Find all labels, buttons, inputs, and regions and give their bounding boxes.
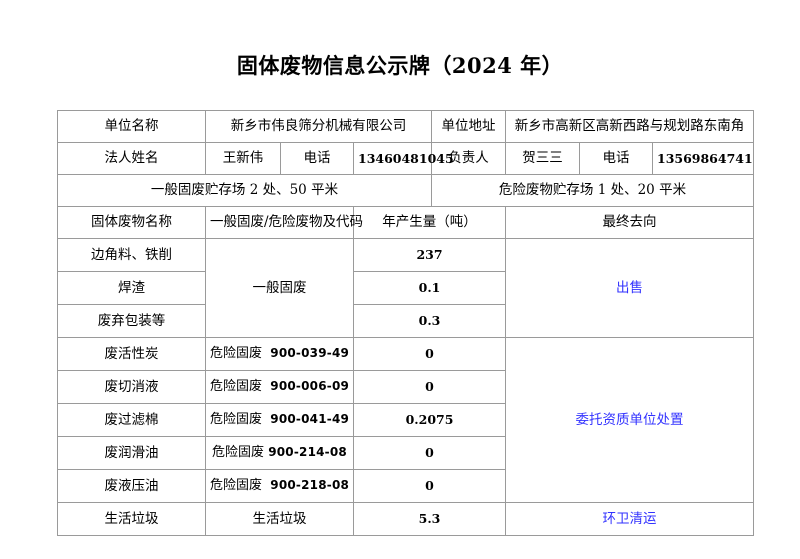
manager-label: 负责人: [431, 142, 506, 175]
waste-category: 危险固废 900-006-09: [205, 370, 354, 404]
table-row: 废切消液 危险固废 900-006-09 0: [57, 370, 754, 404]
waste-destination: 出售: [505, 238, 754, 338]
waste-code: 900-039-49: [270, 345, 350, 360]
table-header-row: 固体废物名称 一般固废/危险废物及代码 年产生量（吨） 最终去向: [57, 206, 754, 239]
waste-name: 边角料、铁削: [57, 238, 206, 272]
waste-category: 危险固废 900-218-08: [205, 469, 354, 503]
hazardous-storage-value: 危险废物贮存场 1 处、20 平米: [431, 174, 754, 207]
legal-person-label: 法人姓名: [57, 142, 206, 175]
waste-amount: 237: [353, 238, 506, 272]
waste-code: 900-041-49: [270, 411, 350, 426]
manager-value: 贺三三: [505, 142, 580, 175]
waste-amount: 0: [353, 436, 506, 470]
table-row: 废过滤棉 危险固废 900-041-49 0.2075: [57, 403, 754, 437]
waste-name: 废弃包装等: [57, 304, 206, 338]
waste-code: 900-006-09: [270, 378, 350, 393]
category-label: 危险固废: [210, 477, 263, 493]
waste-amount: 0.3: [353, 304, 506, 338]
table-row: 生活垃圾 生活垃圾 5.3 环卫清运: [57, 502, 754, 536]
waste-info-table-container: 单位名称 新乡市伟良筛分机械有限公司 单位地址 新乡市高新区高新西路与规划路东南…: [57, 110, 754, 536]
manager-phone-value: 13569864741: [652, 142, 754, 175]
waste-destination: 委托资质单位处置: [505, 337, 754, 503]
company-address-value: 新乡市高新区高新西路与规划路东南角: [505, 110, 754, 143]
manager-phone-label: 电话: [579, 142, 653, 175]
table-row: 边角料、铁削 一般固废 237 出售: [57, 238, 754, 338]
company-name-value: 新乡市伟良筛分机械有限公司: [205, 110, 432, 143]
waste-amount: 5.3: [353, 502, 506, 536]
category-label: 危险固废: [212, 444, 265, 460]
general-storage-value: 一般固废贮存场 2 处、50 平米: [57, 174, 432, 207]
waste-category: 危险固废 900-041-49: [205, 403, 354, 437]
waste-name: 生活垃圾: [57, 502, 206, 536]
legal-phone-value: 13460481045: [353, 142, 454, 175]
header-waste-category: 一般固废/危险废物及代码: [205, 206, 363, 239]
page-title: 固体废物信息公示牌（2024 年）: [236, 53, 564, 78]
header-annual-amount: 年产生量（吨）: [353, 206, 506, 239]
waste-destination: 环卫清运: [505, 502, 754, 536]
waste-name: 废切消液: [57, 370, 206, 404]
category-label: 危险固废: [210, 378, 263, 394]
waste-name: 废液压油: [57, 469, 206, 503]
table-row-storage: 一般固废贮存场 2 处、50 平米 危险废物贮存场 1 处、20 平米: [57, 174, 754, 207]
table-row: 废弃包装等 0.3: [57, 304, 754, 338]
waste-name: 废过滤棉: [57, 403, 206, 437]
company-name-label: 单位名称: [57, 110, 206, 143]
waste-name: 焊渣: [57, 271, 206, 305]
waste-category: 生活垃圾: [205, 502, 354, 536]
waste-category: 危险固废 900-039-49: [205, 337, 354, 371]
waste-amount: 0: [353, 370, 506, 404]
table-row: 废活性炭 危险固废 900-039-49 0 委托资质单位处置: [57, 337, 754, 503]
table-row: 废润滑油 危险固废 900-214-08 0: [57, 436, 754, 470]
table-row-contacts: 法人姓名 王新伟 电话 13460481045 负责人 贺三三 电话 13569…: [57, 142, 754, 175]
waste-amount: 0.1: [353, 271, 506, 305]
waste-name: 废润滑油: [57, 436, 206, 470]
table-row: 焊渣 0.1: [57, 271, 754, 305]
waste-name: 废活性炭: [57, 337, 206, 371]
legal-person-value: 王新伟: [205, 142, 281, 175]
waste-amount: 0.2075: [353, 403, 506, 437]
waste-code: 900-218-08: [270, 477, 350, 492]
table-row-company: 单位名称 新乡市伟良筛分机械有限公司 单位地址 新乡市高新区高新西路与规划路东南…: [57, 110, 754, 143]
category-label: 危险固废: [210, 345, 263, 361]
table-row: 废液压油 危险固废 900-218-08 0: [57, 469, 754, 503]
header-waste-name: 固体废物名称: [57, 206, 206, 239]
waste-info-table: 单位名称 新乡市伟良筛分机械有限公司 单位地址 新乡市高新区高新西路与规划路东南…: [57, 110, 754, 536]
header-destination: 最终去向: [505, 206, 754, 239]
category-label: 危险固废: [210, 411, 263, 427]
waste-category: 危险固废 900-214-08: [205, 436, 354, 470]
waste-category: 一般固废: [205, 238, 354, 338]
waste-code: 900-214-08: [268, 444, 347, 459]
waste-amount: 0: [353, 337, 506, 371]
legal-phone-label: 电话: [280, 142, 354, 175]
waste-amount: 0: [353, 469, 506, 503]
company-address-label: 单位地址: [431, 110, 506, 143]
